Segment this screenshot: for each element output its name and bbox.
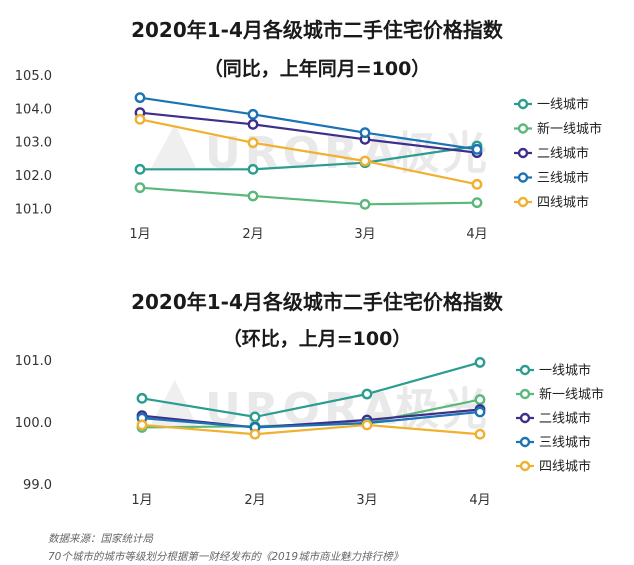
chart-yoy: 2020年1-4月各级城市二手住宅价格指数 （同比，上年同月=100） UROR… — [0, 0, 634, 260]
methodology-note: 70个城市的城市等级划分根据第一财经发布的《2019城市商业魅力排行榜》 — [48, 551, 404, 563]
series-二线城市 — [134, 107, 483, 159]
chart-title: 2020年1-4月各级城市二手住宅价格指数 — [131, 18, 503, 42]
legend-label: 新一线城市 — [537, 121, 602, 137]
chart-mom: 2020年1-4月各级城市二手住宅价格指数 （环比，上月=100） URORA 极… — [0, 260, 634, 530]
legend-label: 新一线城市 — [539, 387, 604, 403]
legend-item: 新一线城市 — [514, 121, 602, 137]
series-三线城市 — [134, 92, 483, 155]
y-tick-label: 101.0 — [15, 202, 52, 217]
x-tick-label: 1月 — [131, 493, 152, 508]
legend-label: 二线城市 — [537, 146, 589, 162]
legend-item: 三线城市 — [514, 170, 589, 186]
data-point — [134, 182, 146, 194]
data-point — [249, 428, 261, 440]
data-point — [361, 388, 373, 400]
data-point — [247, 108, 259, 120]
legend-item: 二线城市 — [516, 411, 591, 427]
legend-label: 三线城市 — [537, 170, 589, 186]
series-line — [139, 96, 478, 151]
legend-marker — [519, 388, 531, 400]
data-point — [134, 92, 146, 104]
series-四线城市 — [136, 419, 486, 440]
legend-marker — [517, 172, 529, 183]
series-line — [139, 186, 478, 206]
legend-marker — [517, 196, 529, 208]
x-tick-label: 4月 — [466, 227, 487, 242]
legend-item: 一线城市 — [514, 97, 589, 113]
x-tick-label: 4月 — [469, 493, 490, 508]
data-point — [471, 178, 483, 190]
series-line — [141, 423, 481, 436]
legend-label: 二线城市 — [539, 411, 591, 427]
y-tick-label: 100.0 — [15, 416, 52, 431]
series-line — [139, 118, 478, 186]
legend-label: 三线城市 — [539, 435, 591, 451]
data-point — [359, 198, 371, 210]
data-point — [247, 190, 259, 202]
data-point — [136, 419, 148, 431]
data-point — [474, 357, 486, 368]
data-point — [247, 118, 259, 130]
data-point — [474, 406, 486, 418]
y-tick-label: 99.0 — [23, 478, 52, 493]
series-一线城市 — [136, 357, 486, 423]
legend-marker — [517, 98, 529, 110]
legend-marker — [519, 436, 531, 448]
data-point — [134, 113, 146, 125]
legend-marker — [519, 412, 531, 424]
x-tick-label: 3月 — [356, 493, 377, 508]
data-point — [471, 143, 483, 155]
series-line — [141, 410, 481, 429]
y-tick-label: 102.0 — [15, 169, 52, 184]
x-tick-label: 1月 — [129, 227, 150, 242]
series-line — [141, 408, 481, 429]
y-tick-label: 105.0 — [15, 69, 52, 84]
x-tick-label: 3月 — [354, 227, 375, 242]
legend-marker — [519, 364, 531, 376]
series-line — [141, 361, 481, 419]
data-point — [247, 163, 259, 175]
legend-item: 新一线城市 — [516, 387, 604, 403]
aurora-logo-icon — [150, 124, 197, 170]
legend-label: 四线城市 — [539, 459, 591, 475]
series-line — [139, 111, 478, 154]
legend-marker — [517, 147, 529, 159]
legend-item: 三线城市 — [516, 435, 591, 451]
data-point — [359, 127, 371, 139]
data-point — [249, 411, 261, 423]
data-source-note: 数据来源：国家统计局 — [48, 533, 153, 545]
data-point — [359, 155, 371, 167]
legend-item: 四线城市 — [514, 195, 589, 211]
legend-marker — [519, 460, 531, 472]
legend-marker — [517, 123, 529, 134]
data-point — [136, 392, 148, 404]
y-tick-label: 101.0 — [15, 354, 52, 369]
y-tick-label: 103.0 — [15, 136, 52, 151]
legend-label: 四线城市 — [537, 195, 589, 211]
watermark-text: URORA — [205, 128, 400, 179]
chart-subtitle: （同比，上年同月=100） — [203, 58, 431, 80]
y-tick-label: 104.0 — [15, 102, 52, 117]
series-四线城市 — [134, 113, 483, 190]
data-point — [134, 163, 146, 175]
data-point — [471, 197, 483, 209]
chart-title: 2020年1-4月各级城市二手住宅价格指数 — [131, 290, 503, 314]
data-point — [361, 419, 373, 431]
legend-label: 一线城市 — [537, 97, 589, 113]
data-point — [247, 137, 259, 149]
legend-item: 一线城市 — [516, 363, 591, 379]
legend-label: 一线城市 — [539, 363, 591, 379]
x-tick-label: 2月 — [244, 493, 265, 508]
legend-item: 四线城市 — [516, 459, 591, 475]
x-tick-label: 2月 — [242, 227, 263, 242]
data-point — [474, 394, 486, 405]
series-line — [140, 144, 478, 171]
legend-item: 二线城市 — [514, 146, 589, 162]
data-point — [474, 428, 486, 440]
series-新一线城市 — [134, 182, 483, 210]
chart-subtitle: （环比，上月=100） — [222, 328, 412, 350]
